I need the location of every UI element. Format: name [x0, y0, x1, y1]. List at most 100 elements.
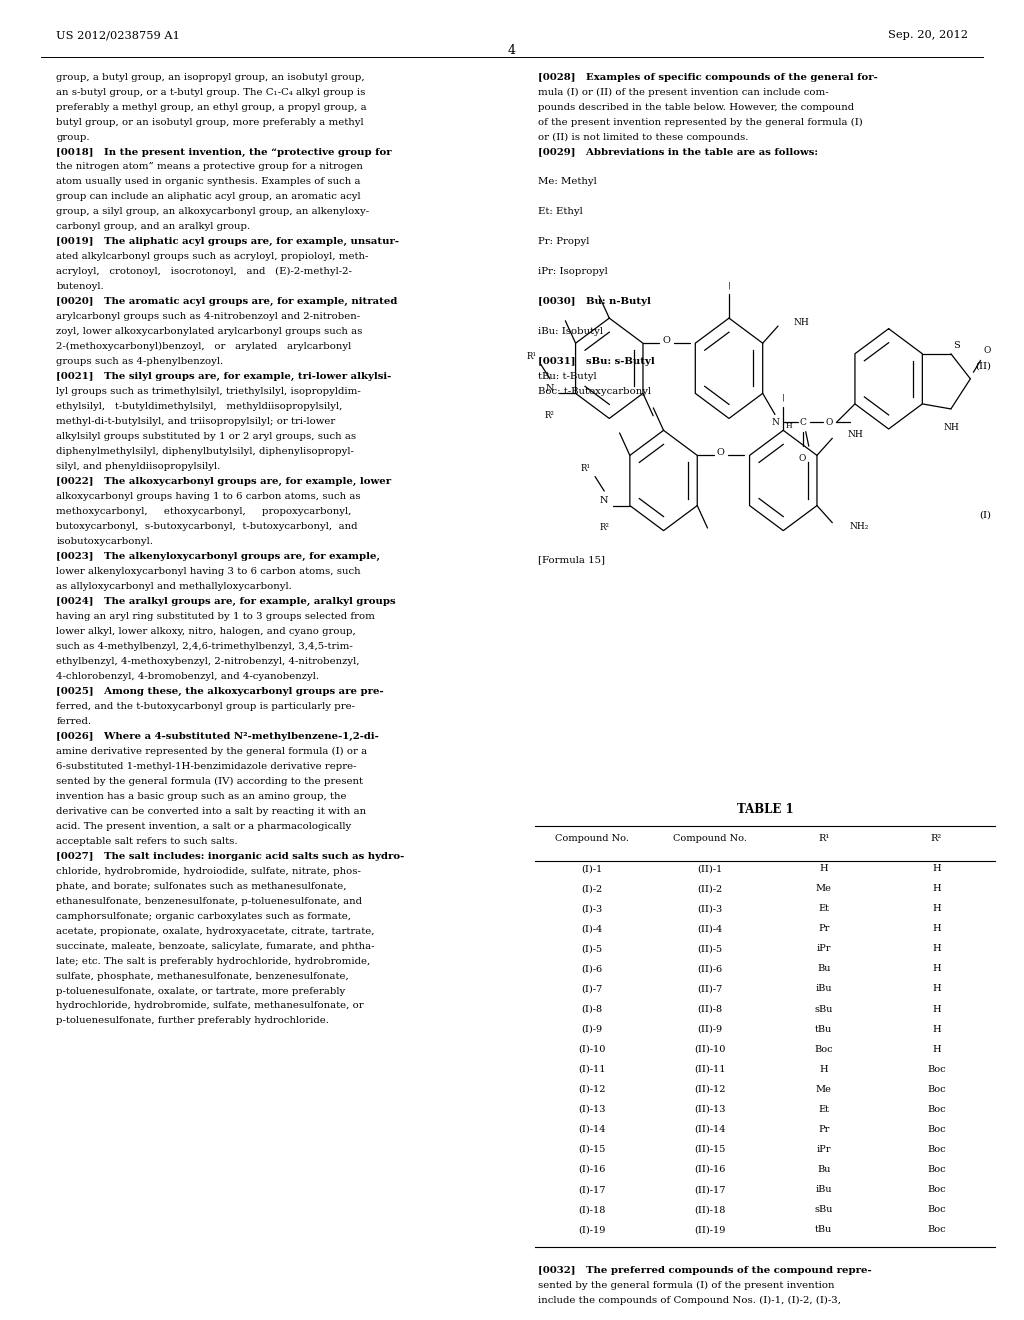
Text: Boc: Boc: [927, 1125, 946, 1134]
Text: R²: R²: [931, 834, 942, 842]
Text: of the present invention represented by the general formula (I): of the present invention represented by …: [538, 117, 862, 127]
Text: (II)-16: (II)-16: [694, 1166, 725, 1173]
Text: tBu: tBu: [815, 1225, 833, 1234]
Text: iBu: iBu: [815, 985, 833, 994]
Text: (II): (II): [975, 362, 991, 371]
Text: Et: Et: [818, 904, 829, 913]
Text: H: H: [932, 884, 941, 894]
Text: zoyl, lower alkoxycarbonylated arylcarbonyl groups such as: zoyl, lower alkoxycarbonylated arylcarbo…: [56, 327, 362, 337]
Text: O: O: [984, 346, 991, 355]
Text: (I): (I): [979, 511, 991, 520]
Text: sented by the general formula (I) of the present invention: sented by the general formula (I) of the…: [538, 1280, 835, 1290]
Text: Et: Ethyl: Et: Ethyl: [538, 207, 583, 216]
Text: 2-(methoxycarbonyl)benzoyl,   or   arylated   arylcarbonyl: 2-(methoxycarbonyl)benzoyl, or arylated …: [56, 342, 351, 351]
Text: Compound No.: Compound No.: [555, 834, 629, 842]
Text: tBu: t-Butyl: tBu: t-Butyl: [538, 372, 596, 381]
Text: group, a butyl group, an isopropyl group, an isobutyl group,: group, a butyl group, an isopropyl group…: [56, 73, 365, 82]
Text: (II)-9: (II)-9: [697, 1024, 722, 1034]
Text: [0020]   The aromatic acyl groups are, for example, nitrated: [0020] The aromatic acyl groups are, for…: [56, 297, 397, 306]
Text: derivative can be converted into a salt by reacting it with an: derivative can be converted into a salt …: [56, 807, 367, 816]
Text: Compound No.: Compound No.: [673, 834, 746, 842]
Text: C: C: [799, 418, 806, 426]
Text: butyl group, or an isobutyl group, more preferably a methyl: butyl group, or an isobutyl group, more …: [56, 117, 364, 127]
Text: H: H: [932, 1044, 941, 1053]
Text: sBu: sBu: [814, 1005, 834, 1014]
Text: H: H: [932, 985, 941, 994]
Text: lyl groups such as trimethylsilyl, triethylsilyl, isopropyldim-: lyl groups such as trimethylsilyl, triet…: [56, 387, 361, 396]
Text: (I)-5: (I)-5: [582, 944, 602, 953]
Text: H: H: [932, 924, 941, 933]
Text: NH: NH: [943, 422, 958, 432]
Text: Me: Me: [816, 1085, 831, 1094]
Text: TABLE 1: TABLE 1: [736, 803, 794, 816]
Text: [0019]   The aliphatic acyl groups are, for example, unsatur-: [0019] The aliphatic acyl groups are, fo…: [56, 238, 399, 247]
Text: iPr: iPr: [816, 944, 831, 953]
Text: Boc: Boc: [927, 1185, 946, 1195]
Text: (I)-19: (I)-19: [579, 1225, 605, 1234]
Text: acetate, propionate, oxalate, hydroxyacetate, citrate, tartrate,: acetate, propionate, oxalate, hydroxyace…: [56, 927, 375, 936]
Text: (I)-17: (I)-17: [579, 1185, 605, 1195]
Text: such as 4-methylbenzyl, 2,4,6-trimethylbenzyl, 3,4,5-trim-: such as 4-methylbenzyl, 2,4,6-trimethylb…: [56, 642, 353, 651]
Text: ferred.: ferred.: [56, 717, 91, 726]
Text: [0024]   The aralkyl groups are, for example, aralkyl groups: [0024] The aralkyl groups are, for examp…: [56, 597, 396, 606]
Text: (II)-18: (II)-18: [694, 1205, 725, 1214]
Text: Boc: Boc: [927, 1166, 946, 1173]
Text: group can include an aliphatic acyl group, an aromatic acyl: group can include an aliphatic acyl grou…: [56, 193, 360, 202]
Text: group.: group.: [56, 132, 90, 141]
Text: [0026]   Where a 4-substituted N²-methylbenzene-1,2-di-: [0026] Where a 4-substituted N²-methylbe…: [56, 731, 379, 741]
Text: [0022]   The alkoxycarbonyl groups are, for example, lower: [0022] The alkoxycarbonyl groups are, fo…: [56, 477, 391, 486]
Text: (II)-10: (II)-10: [694, 1044, 725, 1053]
Text: Boc: Boc: [927, 1144, 946, 1154]
Text: [0032]   The preferred compounds of the compound repre-: [0032] The preferred compounds of the co…: [538, 1266, 871, 1275]
Text: amine derivative represented by the general formula (I) or a: amine derivative represented by the gene…: [56, 747, 368, 756]
Text: H: H: [932, 1005, 941, 1014]
Text: H: H: [932, 965, 941, 973]
Text: Pr: Pr: [818, 924, 829, 933]
Text: atom usually used in organic synthesis. Examples of such a: atom usually used in organic synthesis. …: [56, 177, 360, 186]
Text: [0021]   The silyl groups are, for example, tri-lower alkylsi-: [0021] The silyl groups are, for example…: [56, 372, 391, 381]
Text: lower alkyl, lower alkoxy, nitro, halogen, and cyano group,: lower alkyl, lower alkoxy, nitro, haloge…: [56, 627, 356, 636]
Text: (II)-1: (II)-1: [697, 865, 722, 873]
Text: ated alkylcarbonyl groups such as acryloyl, propioloyl, meth-: ated alkylcarbonyl groups such as acrylo…: [56, 252, 369, 261]
Text: NH₂: NH₂: [850, 523, 869, 531]
Text: pounds described in the table below. However, the compound: pounds described in the table below. How…: [538, 103, 854, 112]
Text: [0029]   Abbreviations in the table are as follows:: [0029] Abbreviations in the table are as…: [538, 148, 817, 157]
Text: Boc: Boc: [927, 1105, 946, 1114]
Text: ethanesulfonate, benzenesulfonate, p-toluenesulfonate, and: ethanesulfonate, benzenesulfonate, p-tol…: [56, 896, 362, 906]
Text: groups such as 4-phenylbenzoyl.: groups such as 4-phenylbenzoyl.: [56, 358, 223, 366]
Text: isobutoxycarbonyl.: isobutoxycarbonyl.: [56, 537, 154, 546]
Text: butoxycarbonyl,  s-butoxycarbonyl,  t-butoxycarbonyl,  and: butoxycarbonyl, s-butoxycarbonyl, t-buto…: [56, 523, 357, 531]
Text: (I)-8: (I)-8: [582, 1005, 602, 1014]
Text: (II)-8: (II)-8: [697, 1005, 722, 1014]
Text: acid. The present invention, a salt or a pharmacologically: acid. The present invention, a salt or a…: [56, 821, 351, 830]
Text: (II)-12: (II)-12: [694, 1085, 725, 1094]
Text: chloride, hydrobromide, hydroiodide, sulfate, nitrate, phos-: chloride, hydrobromide, hydroiodide, sul…: [56, 867, 361, 875]
Text: methyl-di-t-butylsilyl, and triisopropylsilyl; or tri-lower: methyl-di-t-butylsilyl, and triisopropyl…: [56, 417, 336, 426]
Text: p-toluenesulfonate, further preferably hydrochloride.: p-toluenesulfonate, further preferably h…: [56, 1016, 330, 1026]
Text: Bu: Bu: [817, 1166, 830, 1173]
Text: Boc: Boc: [927, 1085, 946, 1094]
Text: iBu: Isobutyl: iBu: Isobutyl: [538, 327, 602, 337]
Text: [Formula 15]: [Formula 15]: [538, 556, 604, 565]
Text: (II)-7: (II)-7: [697, 985, 722, 994]
Text: H: H: [932, 944, 941, 953]
Text: (I)-14: (I)-14: [579, 1125, 605, 1134]
Text: silyl, and phenyldiisopropylsilyl.: silyl, and phenyldiisopropylsilyl.: [56, 462, 221, 471]
Text: Et: Et: [818, 1105, 829, 1114]
Text: R²: R²: [599, 524, 609, 532]
Text: (I)-10: (I)-10: [579, 1044, 605, 1053]
Text: tBu: tBu: [815, 1024, 833, 1034]
Text: hydrochloride, hydrobromide, sulfate, methanesulfonate, or: hydrochloride, hydrobromide, sulfate, me…: [56, 1002, 364, 1011]
Text: an s-butyl group, or a t-butyl group. The C₁-C₄ alkyl group is: an s-butyl group, or a t-butyl group. Th…: [56, 87, 366, 96]
Text: O: O: [825, 418, 833, 426]
Text: the nitrogen atom” means a protective group for a nitrogen: the nitrogen atom” means a protective gr…: [56, 162, 364, 172]
Text: (II)-6: (II)-6: [697, 965, 722, 973]
Text: (I)-11: (I)-11: [579, 1065, 605, 1073]
Text: methoxycarbonyl,     ethoxycarbonyl,     propoxycarbonyl,: methoxycarbonyl, ethoxycarbonyl, propoxy…: [56, 507, 351, 516]
Text: invention has a basic group such as an amino group, the: invention has a basic group such as an a…: [56, 792, 347, 801]
Text: ethylbenzyl, 4-methoxybenzyl, 2-nitrobenzyl, 4-nitrobenzyl,: ethylbenzyl, 4-methoxybenzyl, 2-nitroben…: [56, 657, 359, 665]
Text: (II)-5: (II)-5: [697, 944, 722, 953]
Text: (II)-17: (II)-17: [694, 1185, 725, 1195]
Text: preferably a methyl group, an ethyl group, a propyl group, a: preferably a methyl group, an ethyl grou…: [56, 103, 367, 112]
Text: [0027]   The salt includes: inorganic acid salts such as hydro-: [0027] The salt includes: inorganic acid…: [56, 851, 404, 861]
